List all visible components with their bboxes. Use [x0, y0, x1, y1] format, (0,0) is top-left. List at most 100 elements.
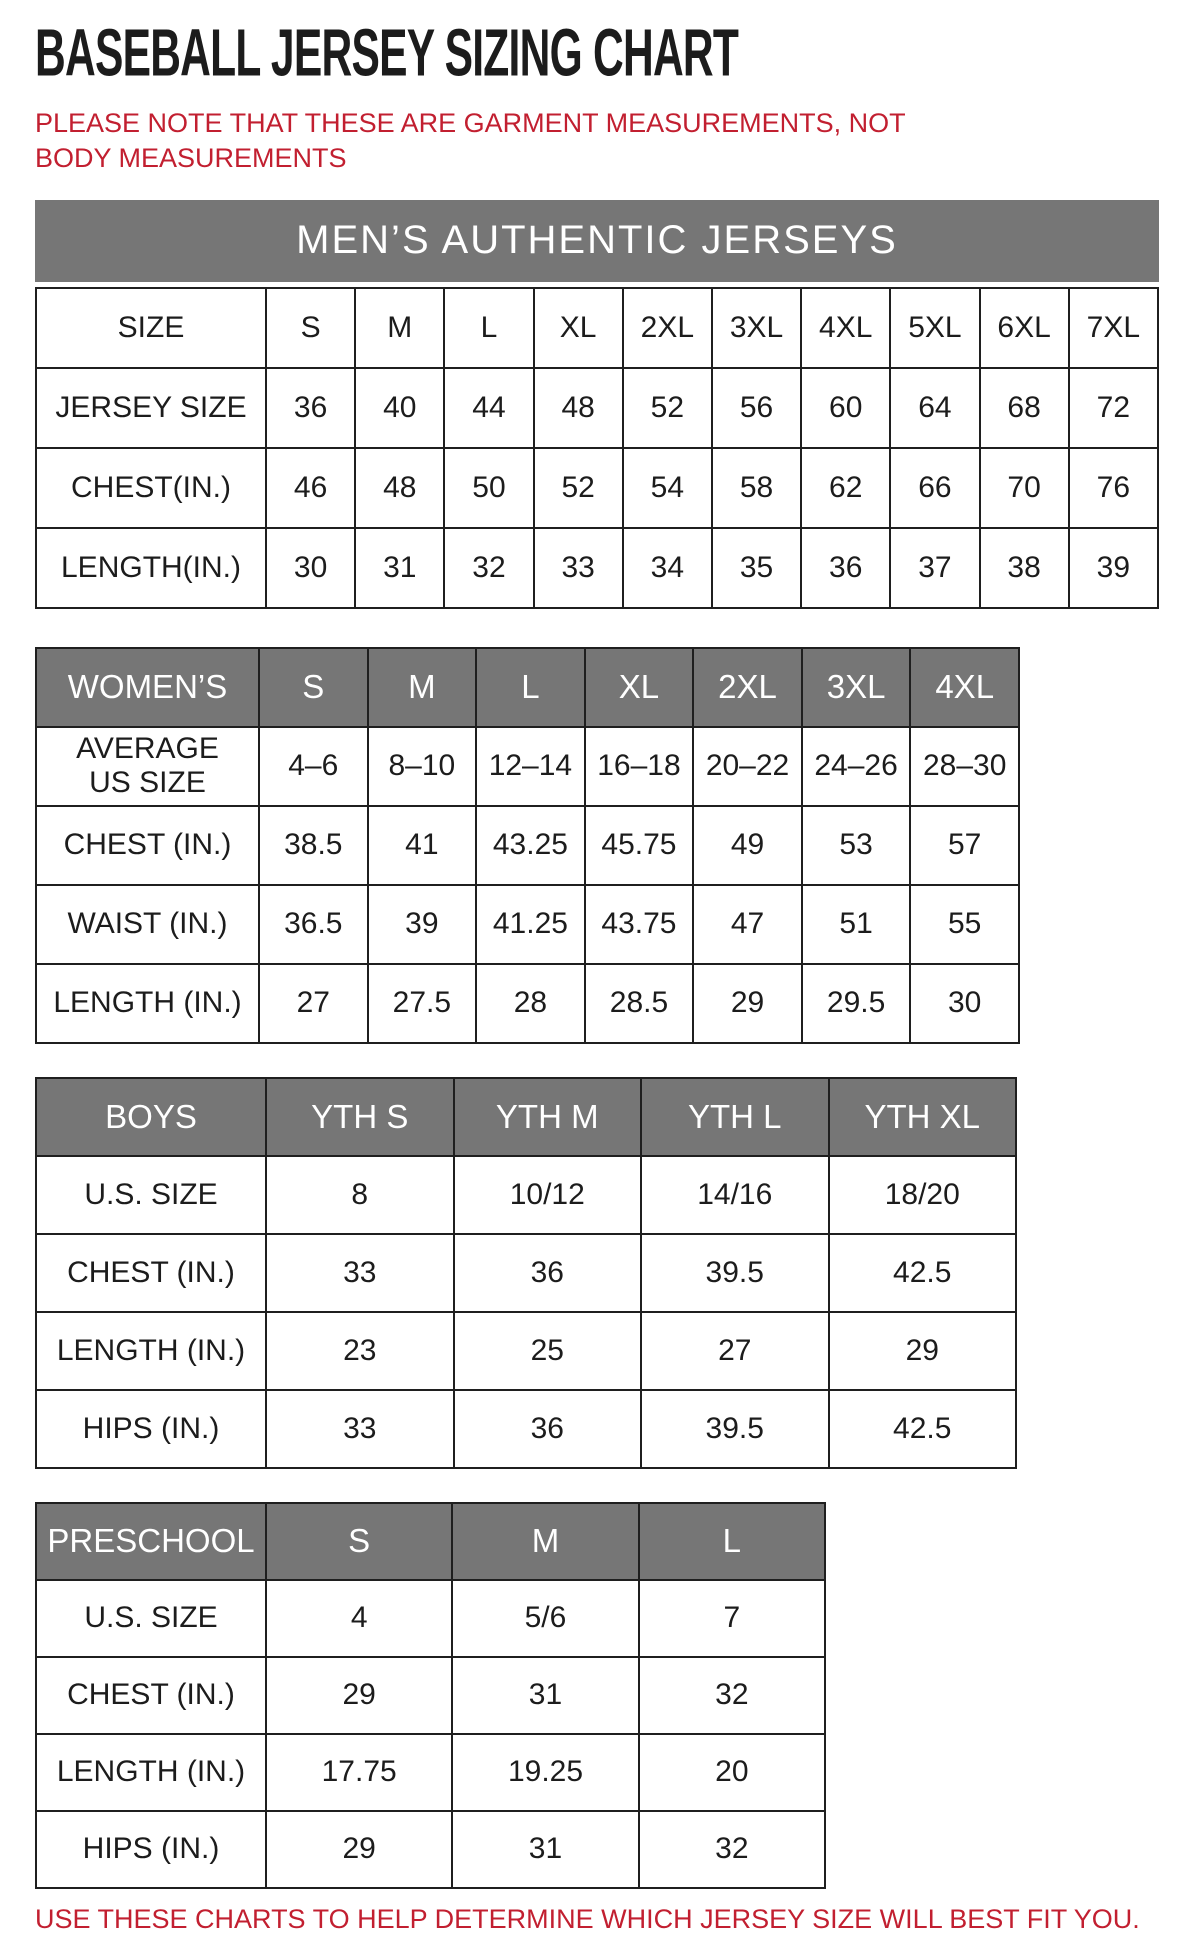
column-header: YTH XL — [827, 1076, 1017, 1157]
column-header: L — [443, 286, 535, 369]
cell-value: 28.5 — [583, 962, 695, 1044]
mens-size-table: SIZE S M L XL 2XL 3XL 4XL 5XL 6XL 7XL JERSEY SIZE 36… — [35, 286, 1160, 609]
cell-value: 70 — [978, 446, 1070, 529]
mens-table-title-band: MEN’S AUTHENTIC JERSEYS — [35, 199, 1159, 282]
header-row: SIZE S M L XL 2XL 3XL 4XL 5XL 6XL 7XL — [35, 286, 1160, 369]
table-row: LENGTH(IN.) 30 31 32 33 34 35 36 37 38 39 — [35, 526, 1160, 609]
table-row: CHEST (IN.) 33 36 39.5 42.5 — [35, 1232, 1017, 1313]
table-row: HIPS (IN.) 33 36 39.5 42.5 — [35, 1388, 1017, 1469]
row-label: CHEST (IN.) — [35, 804, 260, 886]
column-header: M — [451, 1501, 640, 1581]
mens-table-section: MEN’S AUTHENTIC JERSEYS SIZE S M L XL 2XL 3XL 4… — [35, 199, 1170, 609]
cell-value: 31 — [451, 1655, 640, 1735]
table-row: WAIST (IN.) 36.5 39 41.25 43.75 47 51 55 — [35, 883, 1020, 965]
cell-value: 18/20 — [827, 1154, 1017, 1235]
cell-value: 76 — [1067, 446, 1160, 529]
table-row: LENGTH (IN.) 27 27.5 28 28.5 29 29.5 30 — [35, 962, 1020, 1044]
row-label: LENGTH (IN.) — [35, 1732, 267, 1812]
cell-value: 33 — [265, 1232, 455, 1313]
cell-value: 12–14 — [475, 725, 586, 807]
cell-value: 35 — [710, 526, 803, 609]
page-title: BASEBALL JERSEY SIZING CHART — [35, 16, 1170, 90]
cell-value: 27 — [258, 962, 369, 1044]
cell-value: 43.25 — [475, 804, 586, 886]
cell-value: 39.5 — [640, 1388, 830, 1469]
header-row: BOYS YTH S YTH M YTH L YTH XL — [35, 1076, 1017, 1157]
cell-value: 8–10 — [366, 725, 478, 807]
table-corner-label: PRESCHOOL — [35, 1501, 267, 1581]
cell-value: 37 — [889, 526, 981, 609]
table-row: HIPS (IN.) 29 31 32 — [35, 1809, 827, 1889]
cell-value: 29 — [827, 1310, 1017, 1391]
cell-value: 57 — [909, 804, 1020, 886]
boys-size-table: BOYS YTH S YTH M YTH L YTH XL U.S. SIZE 8 10/12… — [35, 1076, 1017, 1469]
column-header: YTH L — [640, 1076, 830, 1157]
cell-value: 39 — [366, 883, 478, 965]
boys-table-section: BOYS YTH S YTH M YTH L YTH XL U.S. SIZE 8 10/12… — [35, 1076, 1170, 1469]
cell-value: 5/6 — [451, 1578, 640, 1658]
cell-value: 45.75 — [583, 804, 695, 886]
cell-value: 51 — [800, 883, 912, 965]
cell-value: 8 — [265, 1154, 455, 1235]
cell-value: 72 — [1067, 366, 1160, 449]
row-label: HIPS (IN.) — [35, 1809, 267, 1889]
cell-value: 20 — [637, 1732, 827, 1812]
row-label: LENGTH(IN.) — [35, 526, 267, 609]
column-header: YTH S — [265, 1076, 455, 1157]
column-header: 2XL — [621, 286, 713, 369]
garment-measurement-note: PLEASE NOTE THAT THESE ARE GARMENT MEASU… — [35, 107, 906, 173]
cell-value: 31 — [354, 526, 446, 609]
page-title-text: BASEBALL JERSEY SIZING CHART — [35, 14, 739, 91]
cell-value: 41.25 — [475, 883, 586, 965]
cell-value: 20–22 — [692, 725, 803, 807]
cell-value: 62 — [800, 446, 892, 529]
column-header: 3XL — [710, 286, 803, 369]
cell-value: 56 — [710, 366, 803, 449]
table-row: CHEST(IN.) 46 48 50 52 54 58 62 66 70 76 — [35, 446, 1160, 529]
row-label: AVERAGE US SIZE — [35, 725, 260, 807]
table-row: JERSEY SIZE 36 40 44 48 52 56 60 64 68 72 — [35, 366, 1160, 449]
cell-value: 48 — [532, 366, 624, 449]
cell-value: 33 — [532, 526, 624, 609]
column-header: S — [264, 1501, 454, 1581]
cell-value: 29 — [264, 1655, 454, 1735]
row-label: WAIST (IN.) — [35, 883, 260, 965]
column-header: 7XL — [1067, 286, 1160, 369]
cell-value: 55 — [909, 883, 1020, 965]
cell-value: 29 — [264, 1809, 454, 1889]
cell-value: 4 — [264, 1578, 454, 1658]
cell-value: 39 — [1067, 526, 1160, 609]
table-row: LENGTH (IN.) 23 25 27 29 — [35, 1310, 1017, 1391]
header-row: PRESCHOOL S M L — [35, 1501, 827, 1581]
womens-table-section: WOMEN’S S M L XL 2XL 3XL 4XL AVERAGE US SIZE 4–6 8… — [35, 646, 1170, 1044]
cell-value: 33 — [265, 1388, 455, 1469]
footer-note: USE THESE CHARTS TO HELP DETERMINE WHICH… — [35, 1903, 1140, 1934]
cell-value: 54 — [621, 446, 713, 529]
column-header: 6XL — [978, 286, 1070, 369]
cell-value: 4–6 — [258, 725, 369, 807]
cell-value: 24–26 — [800, 725, 912, 807]
cell-value: 66 — [889, 446, 981, 529]
cell-value: 29.5 — [800, 962, 912, 1044]
column-header: S — [258, 646, 369, 728]
cell-value: 47 — [692, 883, 803, 965]
column-header: M — [366, 646, 478, 728]
cell-value: 46 — [264, 446, 357, 529]
column-header: XL — [583, 646, 695, 728]
cell-value: 39.5 — [640, 1232, 830, 1313]
cell-value: 36 — [452, 1388, 642, 1469]
cell-value: 31 — [451, 1809, 640, 1889]
cell-value: 14/16 — [640, 1154, 830, 1235]
cell-value: 50 — [443, 446, 535, 529]
row-label: HIPS (IN.) — [35, 1388, 267, 1469]
table-row: CHEST (IN.) 38.5 41 43.25 45.75 49 53 57 — [35, 804, 1020, 886]
womens-size-table: WOMEN’S S M L XL 2XL 3XL 4XL AVERAGE US SIZE 4–6 8… — [35, 646, 1020, 1044]
header-row: WOMEN’S S M L XL 2XL 3XL 4XL — [35, 646, 1020, 728]
column-header: 5XL — [889, 286, 981, 369]
cell-value: 23 — [265, 1310, 455, 1391]
cell-value: 42.5 — [827, 1388, 1017, 1469]
column-header: M — [354, 286, 446, 369]
cell-value: 34 — [621, 526, 713, 609]
cell-value: 53 — [800, 804, 912, 886]
